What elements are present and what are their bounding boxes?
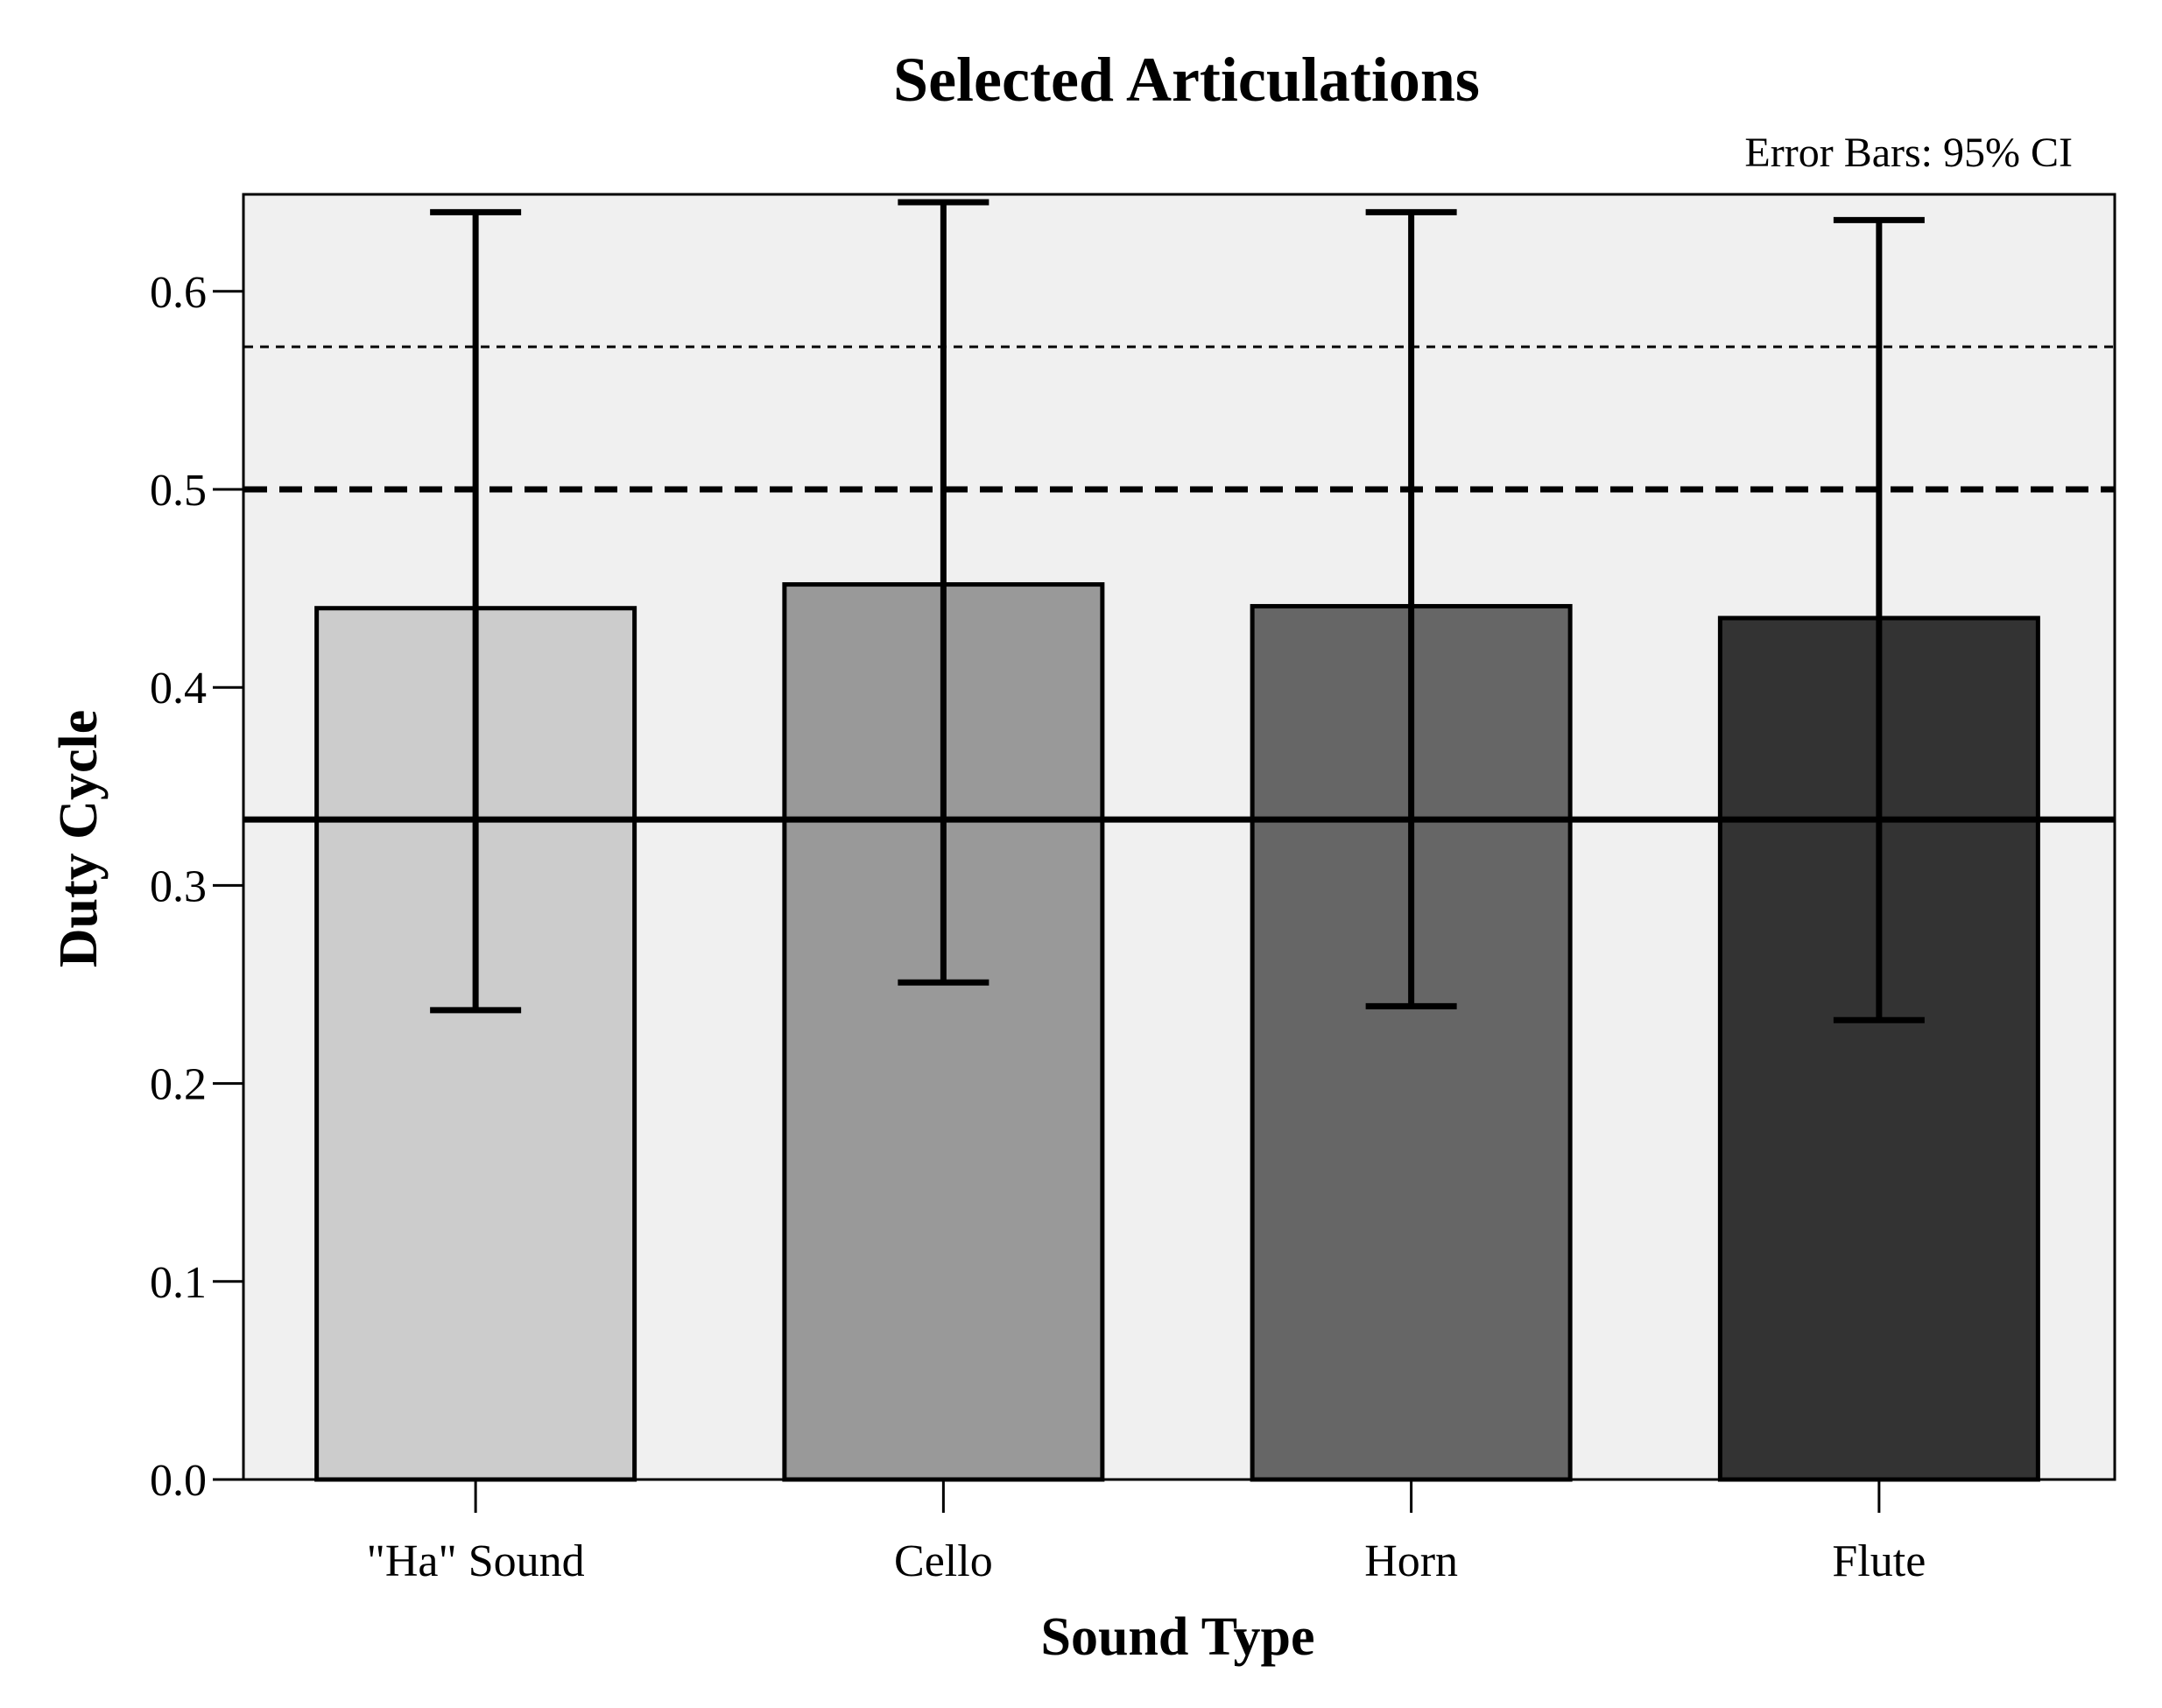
y-tick-label: 0.2 xyxy=(150,1060,207,1110)
y-axis: 0.0 0.1 0.2 0.3 0.4 0.5 0.6 xyxy=(150,268,243,1506)
reference-lines xyxy=(244,345,2114,823)
x-tick-label: Horn xyxy=(1364,1536,1458,1586)
y-tick-label: 0.6 xyxy=(150,268,207,318)
error-bar-2 xyxy=(1365,208,1457,1009)
y-tick-label: 0.3 xyxy=(150,861,207,911)
y-tick-label: 0.4 xyxy=(150,664,207,713)
y-axis-title: Duty Cycle xyxy=(49,710,109,967)
y-tick-label: 0.1 xyxy=(150,1258,207,1308)
x-tick-label: Cello xyxy=(894,1536,993,1586)
y-tick-label: 0.5 xyxy=(150,466,207,516)
error-bar-0 xyxy=(430,208,522,1014)
x-axis: "Ha" Sound Cello Horn Flute xyxy=(367,1480,1926,1586)
x-axis-title: Sound Type xyxy=(1040,1607,1314,1667)
x-tick-label: "Ha" Sound xyxy=(367,1536,585,1586)
y-tick-label: 0.0 xyxy=(150,1456,207,1506)
error-bars xyxy=(430,199,1925,1023)
error-bar-3 xyxy=(1833,216,1925,1023)
chart-title: Selected Articulations xyxy=(893,45,1480,115)
error-bars-note: Error Bars: 95% CI xyxy=(1744,130,2073,176)
x-tick-label: Flute xyxy=(1832,1536,1926,1586)
error-bar-1 xyxy=(898,199,989,986)
